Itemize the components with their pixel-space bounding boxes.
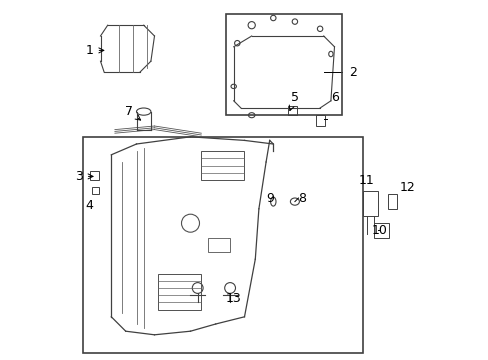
Bar [373, 223, 387, 238]
Bar [316, 115, 325, 126]
Text: 12: 12 [399, 181, 414, 194]
Text: 4: 4 [85, 199, 93, 212]
Bar [82, 137, 363, 353]
Bar [158, 274, 201, 310]
Text: 5: 5 [289, 91, 298, 111]
Bar [201, 151, 244, 180]
Bar [226, 14, 341, 115]
Text: 3: 3 [75, 170, 93, 183]
Text: 7: 7 [125, 105, 141, 120]
Bar [363, 191, 377, 216]
Bar [89, 171, 99, 180]
Text: 1: 1 [85, 44, 103, 57]
Bar [387, 194, 397, 209]
Bar [287, 106, 296, 115]
Text: 10: 10 [371, 224, 386, 237]
Text: 11: 11 [358, 174, 374, 186]
Text: 9: 9 [265, 192, 273, 204]
Bar [208, 238, 230, 252]
Text: 8: 8 [298, 192, 306, 204]
Text: 13: 13 [225, 292, 241, 305]
Text: 6: 6 [330, 91, 338, 104]
Text: 2: 2 [348, 66, 356, 78]
Bar [91, 187, 99, 194]
